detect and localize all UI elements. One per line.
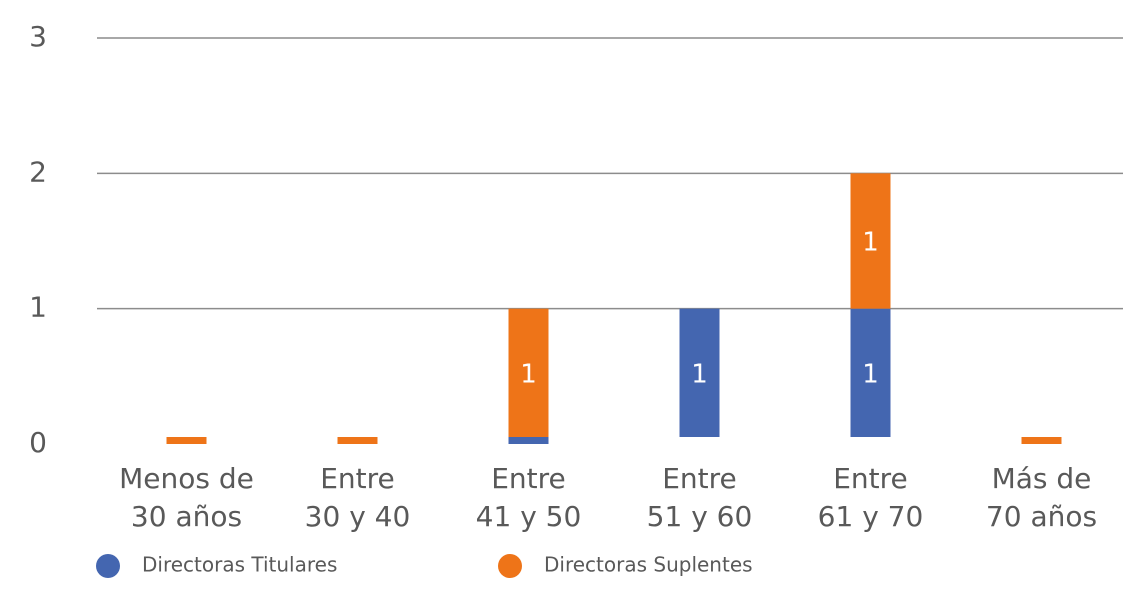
x-tick-label: Entre <box>662 462 737 495</box>
x-tick-label: Menos de <box>119 462 254 495</box>
bar-segment <box>337 437 378 444</box>
legend-swatch <box>498 554 522 578</box>
bar-segment <box>166 437 207 444</box>
legend-label: Directoras Titulares <box>142 553 337 577</box>
data-label: 1 <box>862 228 879 258</box>
bar-segment <box>850 173 891 309</box>
x-tick-label: 30 y 40 <box>305 500 411 533</box>
x-tick-label: 30 años <box>131 500 242 533</box>
legend-label: Directoras Suplentes <box>544 553 753 577</box>
x-tick-label: Más de <box>992 462 1092 495</box>
x-tick-label: 51 y 60 <box>647 500 753 533</box>
x-tick-label: Entre <box>320 462 395 495</box>
y-tick-label: 3 <box>29 20 47 53</box>
data-label: 1 <box>520 359 537 389</box>
bar-segment <box>508 437 549 444</box>
y-tick-label: 1 <box>29 291 47 324</box>
y-tick-label: 2 <box>29 155 47 188</box>
x-tick-label: 61 y 70 <box>818 500 924 533</box>
bar-segment <box>1021 437 1062 444</box>
x-tick-label: 41 y 50 <box>476 500 582 533</box>
bar-segment <box>508 308 549 437</box>
x-tick-label: Entre <box>833 462 908 495</box>
x-tick-label: 70 años <box>986 500 1097 533</box>
legend-swatch <box>96 554 120 578</box>
data-label: 1 <box>691 359 708 389</box>
bar-segment <box>679 308 720 437</box>
data-label: 1 <box>862 359 879 389</box>
x-tick-label: Entre <box>491 462 566 495</box>
bar-segment <box>850 308 891 437</box>
y-tick-label: 0 <box>29 426 47 459</box>
